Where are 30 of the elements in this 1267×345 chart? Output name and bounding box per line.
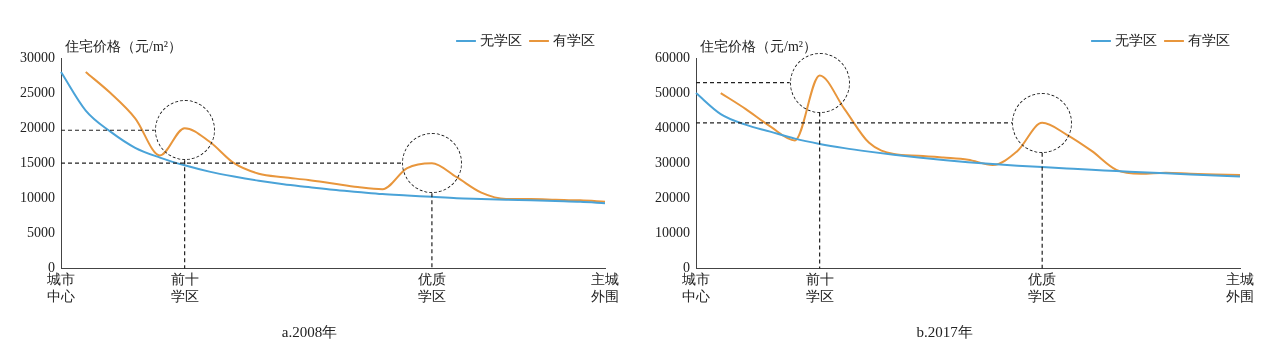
y-tick-label: 20000 [655, 189, 690, 205]
y-tick-label: 30000 [655, 154, 690, 170]
y-axis-title: 住宅价格（元/m²） [64, 38, 182, 54]
legend-label: 无学区 [1115, 32, 1157, 48]
y-tick-label: 20000 [20, 119, 55, 135]
legend-label: 无学区 [480, 32, 522, 48]
y-tick-label: 15000 [20, 154, 55, 170]
x-tick-label: 主城外围 [1226, 272, 1254, 305]
y-tick-label: 60000 [655, 49, 690, 65]
x-tick-label: 优质学区 [1028, 272, 1057, 305]
line-series [695, 92, 1241, 178]
y-tick-label: 10000 [655, 225, 690, 241]
y-axis-title: 住宅价格（元/m²） [699, 38, 817, 54]
legend-label: 有学区 [1188, 32, 1230, 48]
y-tick-label: 40000 [655, 119, 690, 135]
line-series [719, 74, 1241, 177]
x-tick-label: 前十学区 [170, 272, 199, 305]
text: b.2017年 [916, 323, 973, 340]
y-tick-label: 10000 [20, 189, 55, 205]
y-tick-label: 5000 [27, 225, 55, 241]
x-tick-label: 前十学区 [805, 272, 834, 305]
legend-label: 有学区 [553, 32, 595, 48]
x-tick-label: 优质学区 [417, 272, 446, 305]
x-tick-label: 城市中心 [46, 272, 75, 305]
text: a.2008年 [281, 323, 338, 340]
y-tick-label: 25000 [20, 84, 55, 100]
y-tick-label: 50000 [655, 84, 690, 100]
x-tick-label: 主城外围 [591, 272, 619, 305]
y-tick-label: 30000 [20, 49, 55, 65]
x-tick-label: 城市中心 [681, 272, 710, 305]
